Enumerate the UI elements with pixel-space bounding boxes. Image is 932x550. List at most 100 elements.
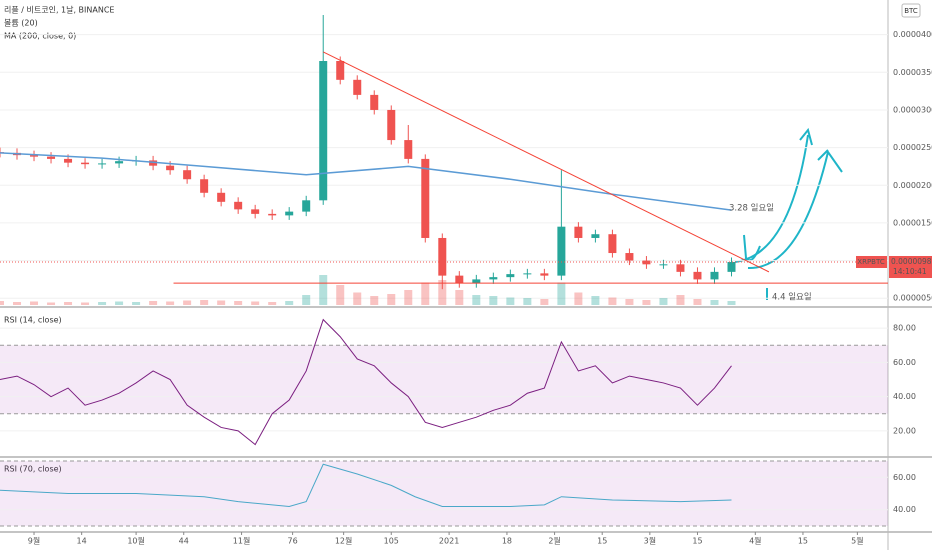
candle-body [47,156,56,159]
candle-body [404,140,413,159]
price-box [889,255,932,278]
candle-body [268,213,277,216]
candle-body [676,264,685,272]
volume-bar [421,282,430,305]
volume-bar [523,298,532,305]
last-price: 0.00000981 [891,257,932,266]
y-tick-label: 0.00002500 [893,143,932,152]
volume-bar [387,294,396,305]
candle-body [710,271,719,280]
rsi-title: RSI (14, close) [4,316,62,325]
volume-bar [710,300,719,305]
x-tick-label: 2021 [439,537,459,546]
ma-title: MA (200, close, 0) [4,32,76,41]
volume-bar [200,300,209,305]
candle-body [30,155,39,157]
candle-body [251,209,260,214]
volume-bar [115,301,124,305]
x-tick-label: 11월 [233,536,251,546]
volume-bar [98,302,107,305]
volume-bar [319,275,328,305]
x-tick-label: 15 [798,537,808,546]
candle-body [421,158,430,238]
volume-bar [251,301,260,305]
volume-bar [455,290,464,305]
x-tick-label: 12월 [335,536,353,546]
y-tick-label: 0.00000500 [893,294,932,303]
candle-body [540,273,549,276]
volume-bar [268,302,277,305]
y-tick-label: 40.00 [893,392,916,401]
annotation: 4.4 일요일 [772,293,812,303]
candle-body [506,274,515,278]
chart-title: 리플 / 비트코인, 1날, BINANCE [4,5,115,15]
volume-bar [47,302,56,305]
candle-body [166,165,175,171]
candle-body [727,261,736,272]
y-tick-label: 0.00004000 [893,30,932,39]
volume-bar [438,280,447,305]
volume-bar [81,302,90,305]
y-tick-label: 40.00 [893,505,916,514]
volume-bar [642,300,651,305]
x-tick-label: 10월 [127,536,145,546]
volume-bar [404,290,413,305]
x-tick-label: 3월 [644,536,656,546]
candle-body [353,79,362,95]
y-tick-label: 0.00001500 [893,218,932,227]
candle-body [115,161,124,164]
candle-body [489,277,498,280]
rsi-band [0,461,888,526]
volume-bar [285,301,294,305]
x-tick-label: 15 [597,537,607,546]
volume-bar [574,292,583,305]
volume-bar [302,295,311,305]
arrow-drawing [747,149,843,270]
volume-bar [557,282,566,305]
candle-body [285,211,294,216]
candle-body [438,237,447,276]
volume-bar [659,298,668,305]
currency[interactable]: BTC [904,7,918,15]
x-tick-label: 15 [692,537,702,546]
x-tick-label: 2월 [548,536,560,546]
x-tick-label: 14 [77,537,87,546]
candle-body [642,260,651,265]
annotation: 3.28 일요일 [729,204,774,214]
y-tick-label: 60.00 [893,473,916,482]
candle-body [370,94,379,110]
y-tick-label: 0.00002000 [893,181,932,190]
rsi-band [0,345,888,414]
candle-body [200,179,209,193]
trend-line [322,51,770,273]
volume-bar [132,302,141,305]
volume-bar [489,296,498,305]
candle-body [659,264,668,266]
symbol-box [856,255,887,268]
x-tick-label: 5월 [851,536,863,546]
candle-body [149,160,158,166]
rsi-title: RSI (70, close) [4,465,62,474]
volume-bar [591,296,600,305]
volume-bar [370,296,379,305]
candle-body [336,61,345,80]
symbol: XRPBTC [857,258,885,266]
volume-bar [608,297,617,305]
volume-bar [353,292,362,305]
rsi-line [0,463,732,507]
countdown: 14:10:41 [893,267,927,276]
rsi-line [0,318,732,446]
candle-body [302,200,311,212]
x-tick-label: 9월 [28,536,40,546]
candle-body [64,158,73,163]
currency-button[interactable] [901,3,921,18]
candle-body [455,275,464,284]
candle-body [608,234,617,254]
y-tick-label: 80.00 [893,324,916,333]
volume-bar [183,300,192,305]
drawing [734,127,843,300]
volume-title: 볼륨 (20) [4,18,38,28]
candle-body [625,253,634,261]
